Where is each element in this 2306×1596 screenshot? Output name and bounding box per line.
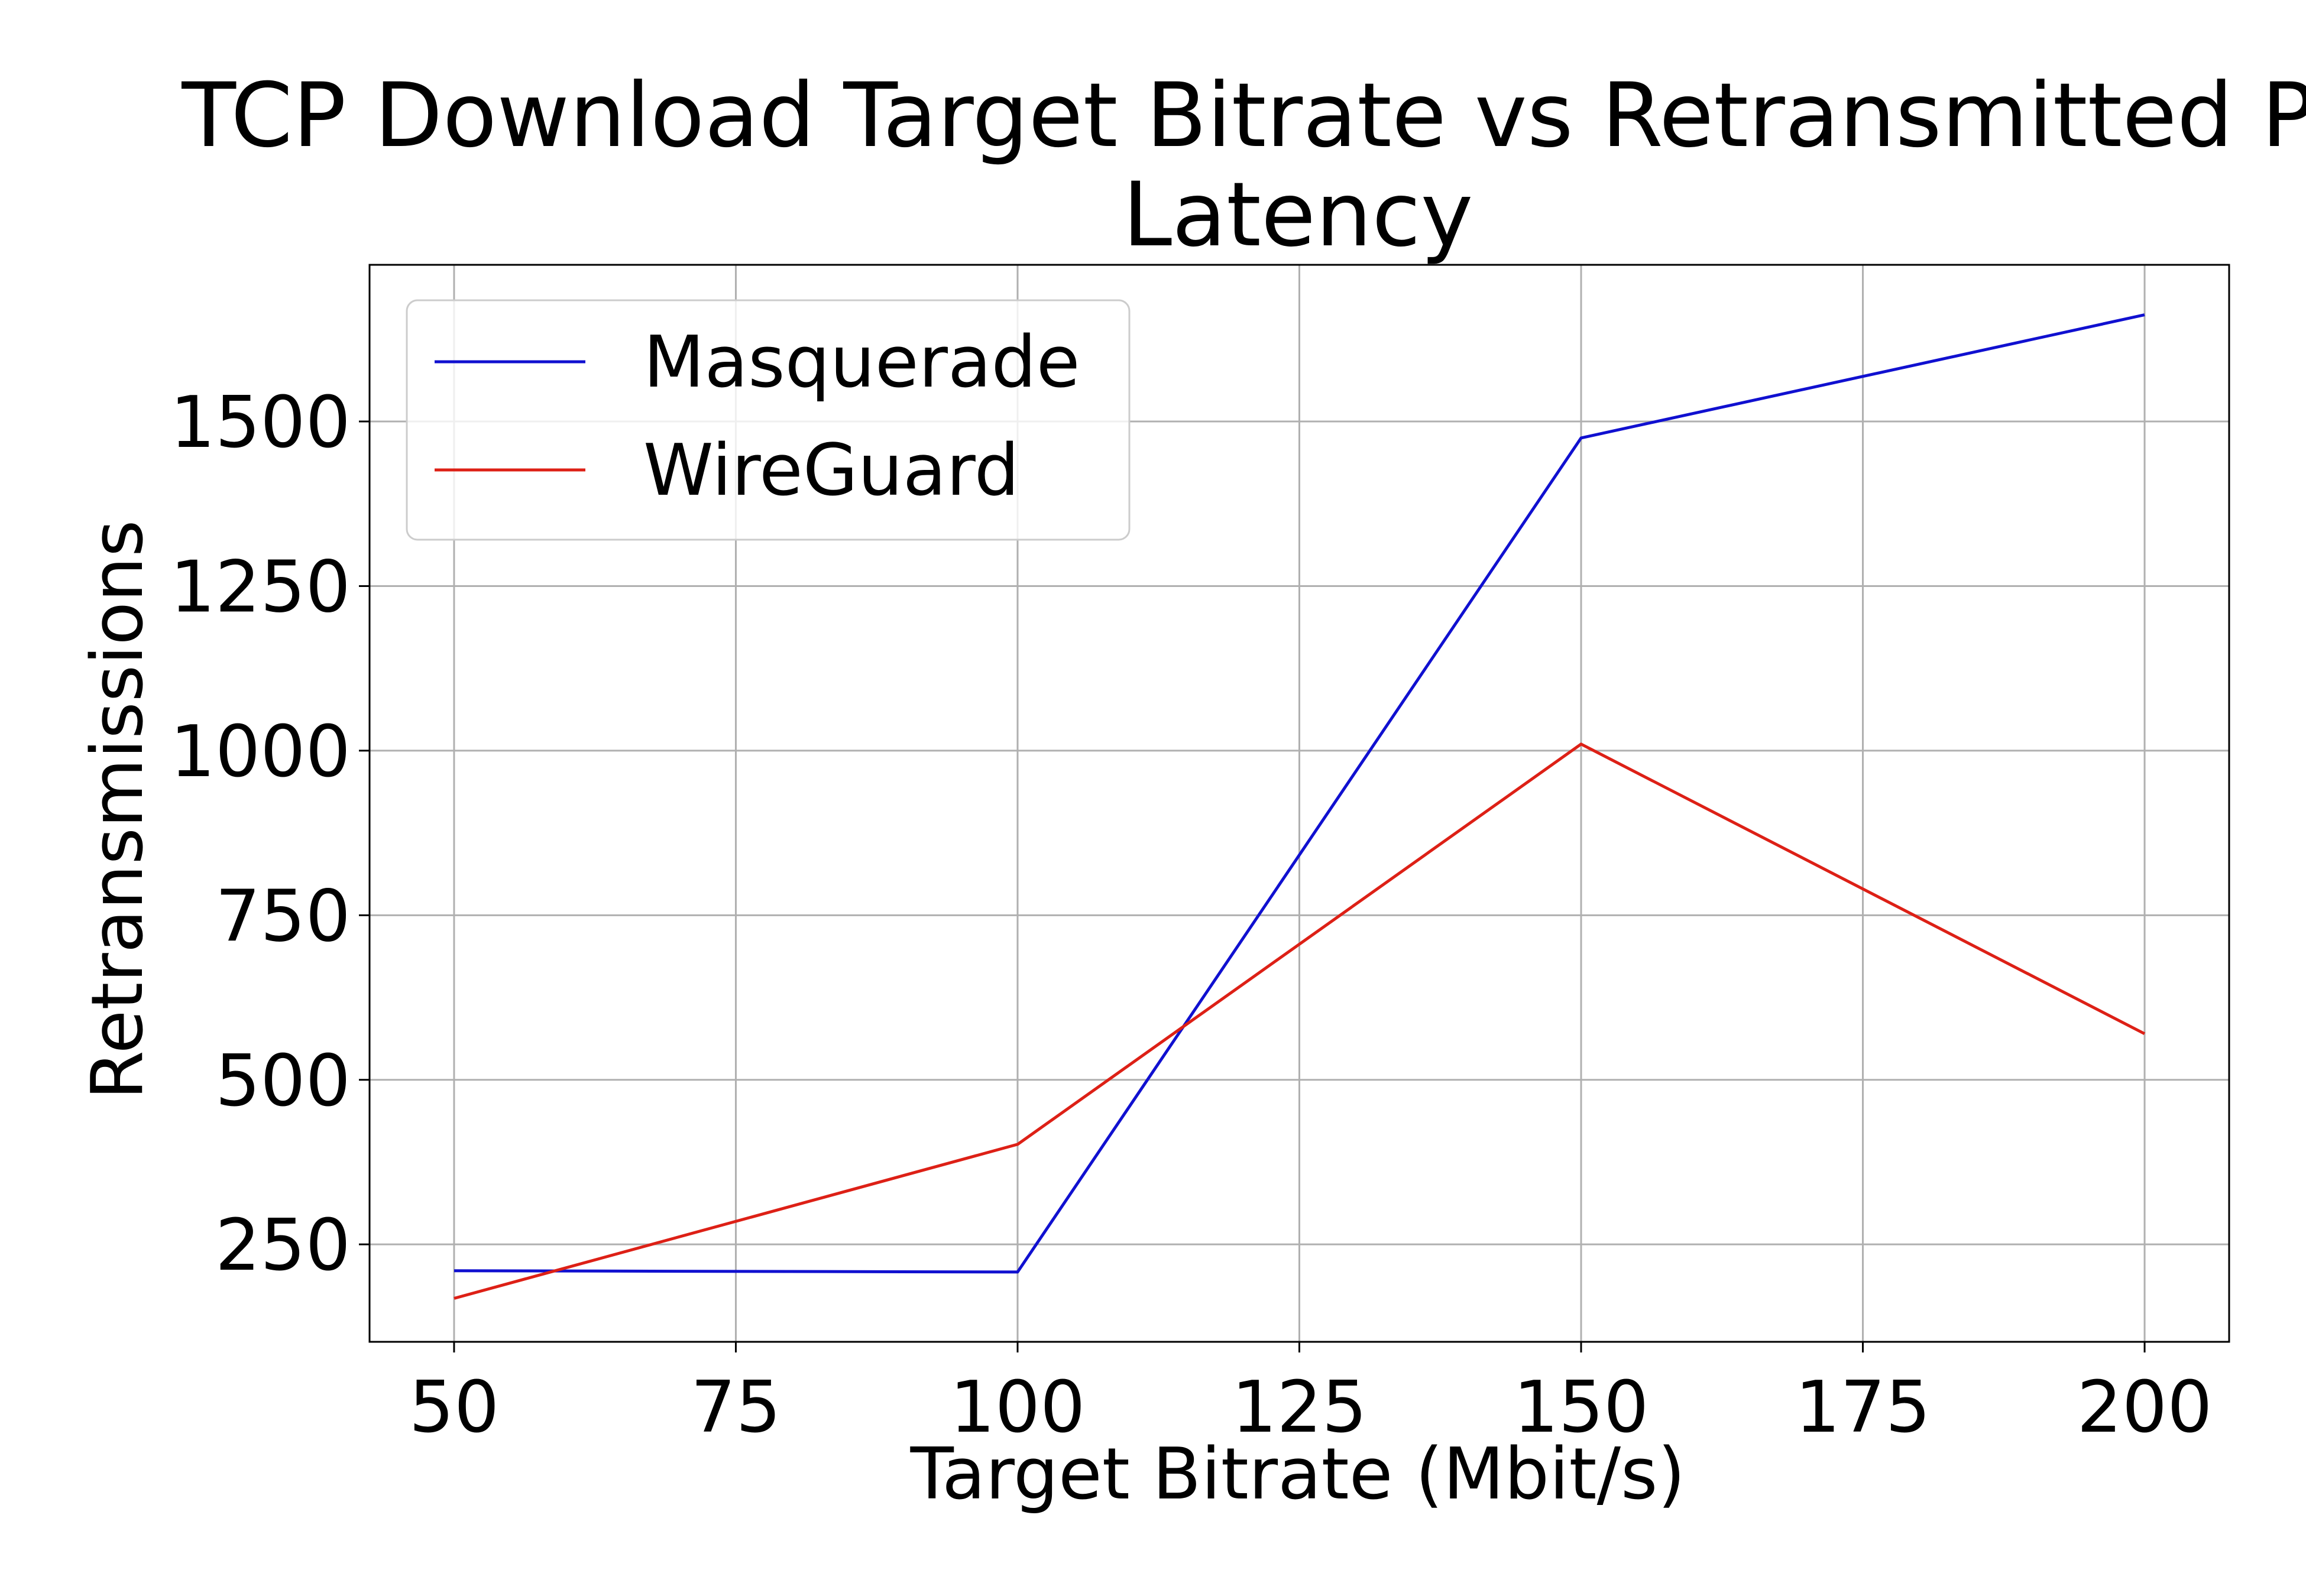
y-tick-label: 1250 [170,546,351,628]
x-tick-label: 150 [1513,1367,1648,1449]
x-tick-label: 125 [1232,1367,1367,1449]
chart-title-line-2: Latency [1123,164,1473,267]
y-tick-label: 500 [215,1040,351,1123]
legend-box [406,299,1131,541]
chart-title: TCP Download Target Bitrate vs Retransmi… [181,64,2306,267]
y-axis-label: Retransmissions [77,520,159,1100]
chart-title-line-1: TCP Download Target Bitrate vs Retransmi… [181,64,2306,167]
y-tick-label: 1000 [170,711,351,793]
y-tick-label: 750 [215,875,351,958]
x-tick-label: 50 [409,1367,500,1449]
x-tick-label: 75 [691,1367,781,1449]
y-tick-label: 250 [215,1205,351,1287]
x-axis-ticks: 50 75 100 125 150 175 200 [409,1342,2213,1449]
grid-lines [370,265,2229,1342]
x-tick-label: 200 [2077,1367,2213,1449]
legend-label-masquerade: Masquerade [643,322,1080,404]
x-axis-label: Target Bitrate (Mbit/s) [910,1433,1686,1516]
y-tick-label: 1500 [170,382,351,464]
y-axis-ticks: 250 500 750 1000 1250 1500 [170,382,370,1287]
x-tick-label: 100 [950,1367,1085,1449]
legend-label-wireguard: WireGuard [643,430,1019,512]
x-tick-label: 175 [1795,1367,1931,1449]
series-line-masquerade [454,313,2145,1274]
series-line-wireguard [454,742,2146,1300]
series-lines [454,313,2146,1300]
legend: Masquerade WireGuard [406,299,1131,541]
